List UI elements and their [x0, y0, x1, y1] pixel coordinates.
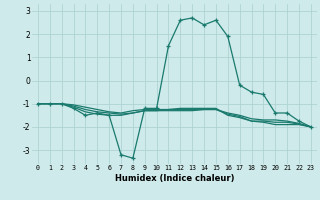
X-axis label: Humidex (Indice chaleur): Humidex (Indice chaleur) — [115, 174, 234, 183]
